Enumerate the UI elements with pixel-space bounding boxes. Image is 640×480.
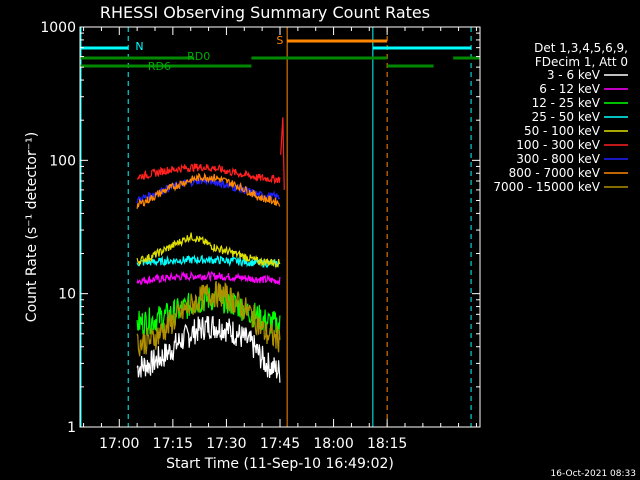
y-tick-label: 1000: [40, 20, 76, 36]
legend-header-line: FDecim 1, Att 0: [535, 55, 628, 69]
series-layer: [136, 117, 285, 383]
legend: Det 1,3,4,5,6,9,FDecim 1, Att 03 - 6 keV…: [493, 41, 628, 194]
observing-flags: N S RD0 RD6: [80, 27, 480, 427]
rd0-flag-label: RD0: [187, 50, 210, 63]
x-tick-label: 18:15: [367, 436, 407, 452]
series-line: [136, 287, 281, 338]
series-line: [136, 254, 280, 269]
legend-label: 300 - 800 keV: [516, 152, 600, 166]
x-axis-label: Start Time (11-Sep-10 16:49:02): [166, 456, 394, 472]
series-line: [136, 163, 281, 185]
night-flag-label: N: [135, 40, 143, 53]
legend-label: 100 - 300 keV: [516, 138, 600, 152]
axes: 17:00 17:15 17:30 17:45 18:00 18:15 1 10 100 1000: [40, 20, 480, 452]
legend-label: 3 - 6 keV: [547, 68, 601, 82]
x-tick-label: 17:45: [260, 436, 300, 452]
y-axis-label: Count Rate (s⁻¹ detector⁻¹): [24, 132, 40, 322]
y-tick-label: 1: [67, 420, 76, 436]
x-tick-label: 17:00: [99, 436, 139, 452]
series-line: [136, 172, 281, 209]
series-spike: [280, 117, 285, 190]
footer-date: 16-Oct-2021 08:33: [551, 469, 636, 479]
legend-label: 25 - 50 keV: [532, 110, 601, 124]
saa-flag-label: S: [276, 34, 283, 47]
y-tick-label: 100: [49, 153, 76, 169]
legend-label: 6 - 12 keV: [539, 82, 601, 96]
x-tick-label: 18:00: [313, 436, 353, 452]
series-line: [136, 232, 281, 269]
x-tick-label: 17:30: [206, 436, 246, 452]
series-line: [136, 281, 281, 357]
legend-header-line: Det 1,3,4,5,6,9,: [534, 41, 628, 55]
legend-label: 12 - 25 keV: [532, 96, 601, 110]
legend-label: 800 - 7000 keV: [509, 166, 601, 180]
legend-label: 50 - 100 keV: [524, 124, 601, 138]
series-line: [136, 270, 281, 286]
legend-label: 7000 - 15000 keV: [493, 180, 600, 194]
series-line: [136, 315, 281, 383]
chart-title: RHESSI Observing Summary Count Rates: [100, 3, 430, 22]
y-tick-label: 10: [58, 287, 76, 303]
rd6-flag-label: RD6: [148, 60, 171, 73]
x-tick-label: 17:15: [153, 436, 193, 452]
